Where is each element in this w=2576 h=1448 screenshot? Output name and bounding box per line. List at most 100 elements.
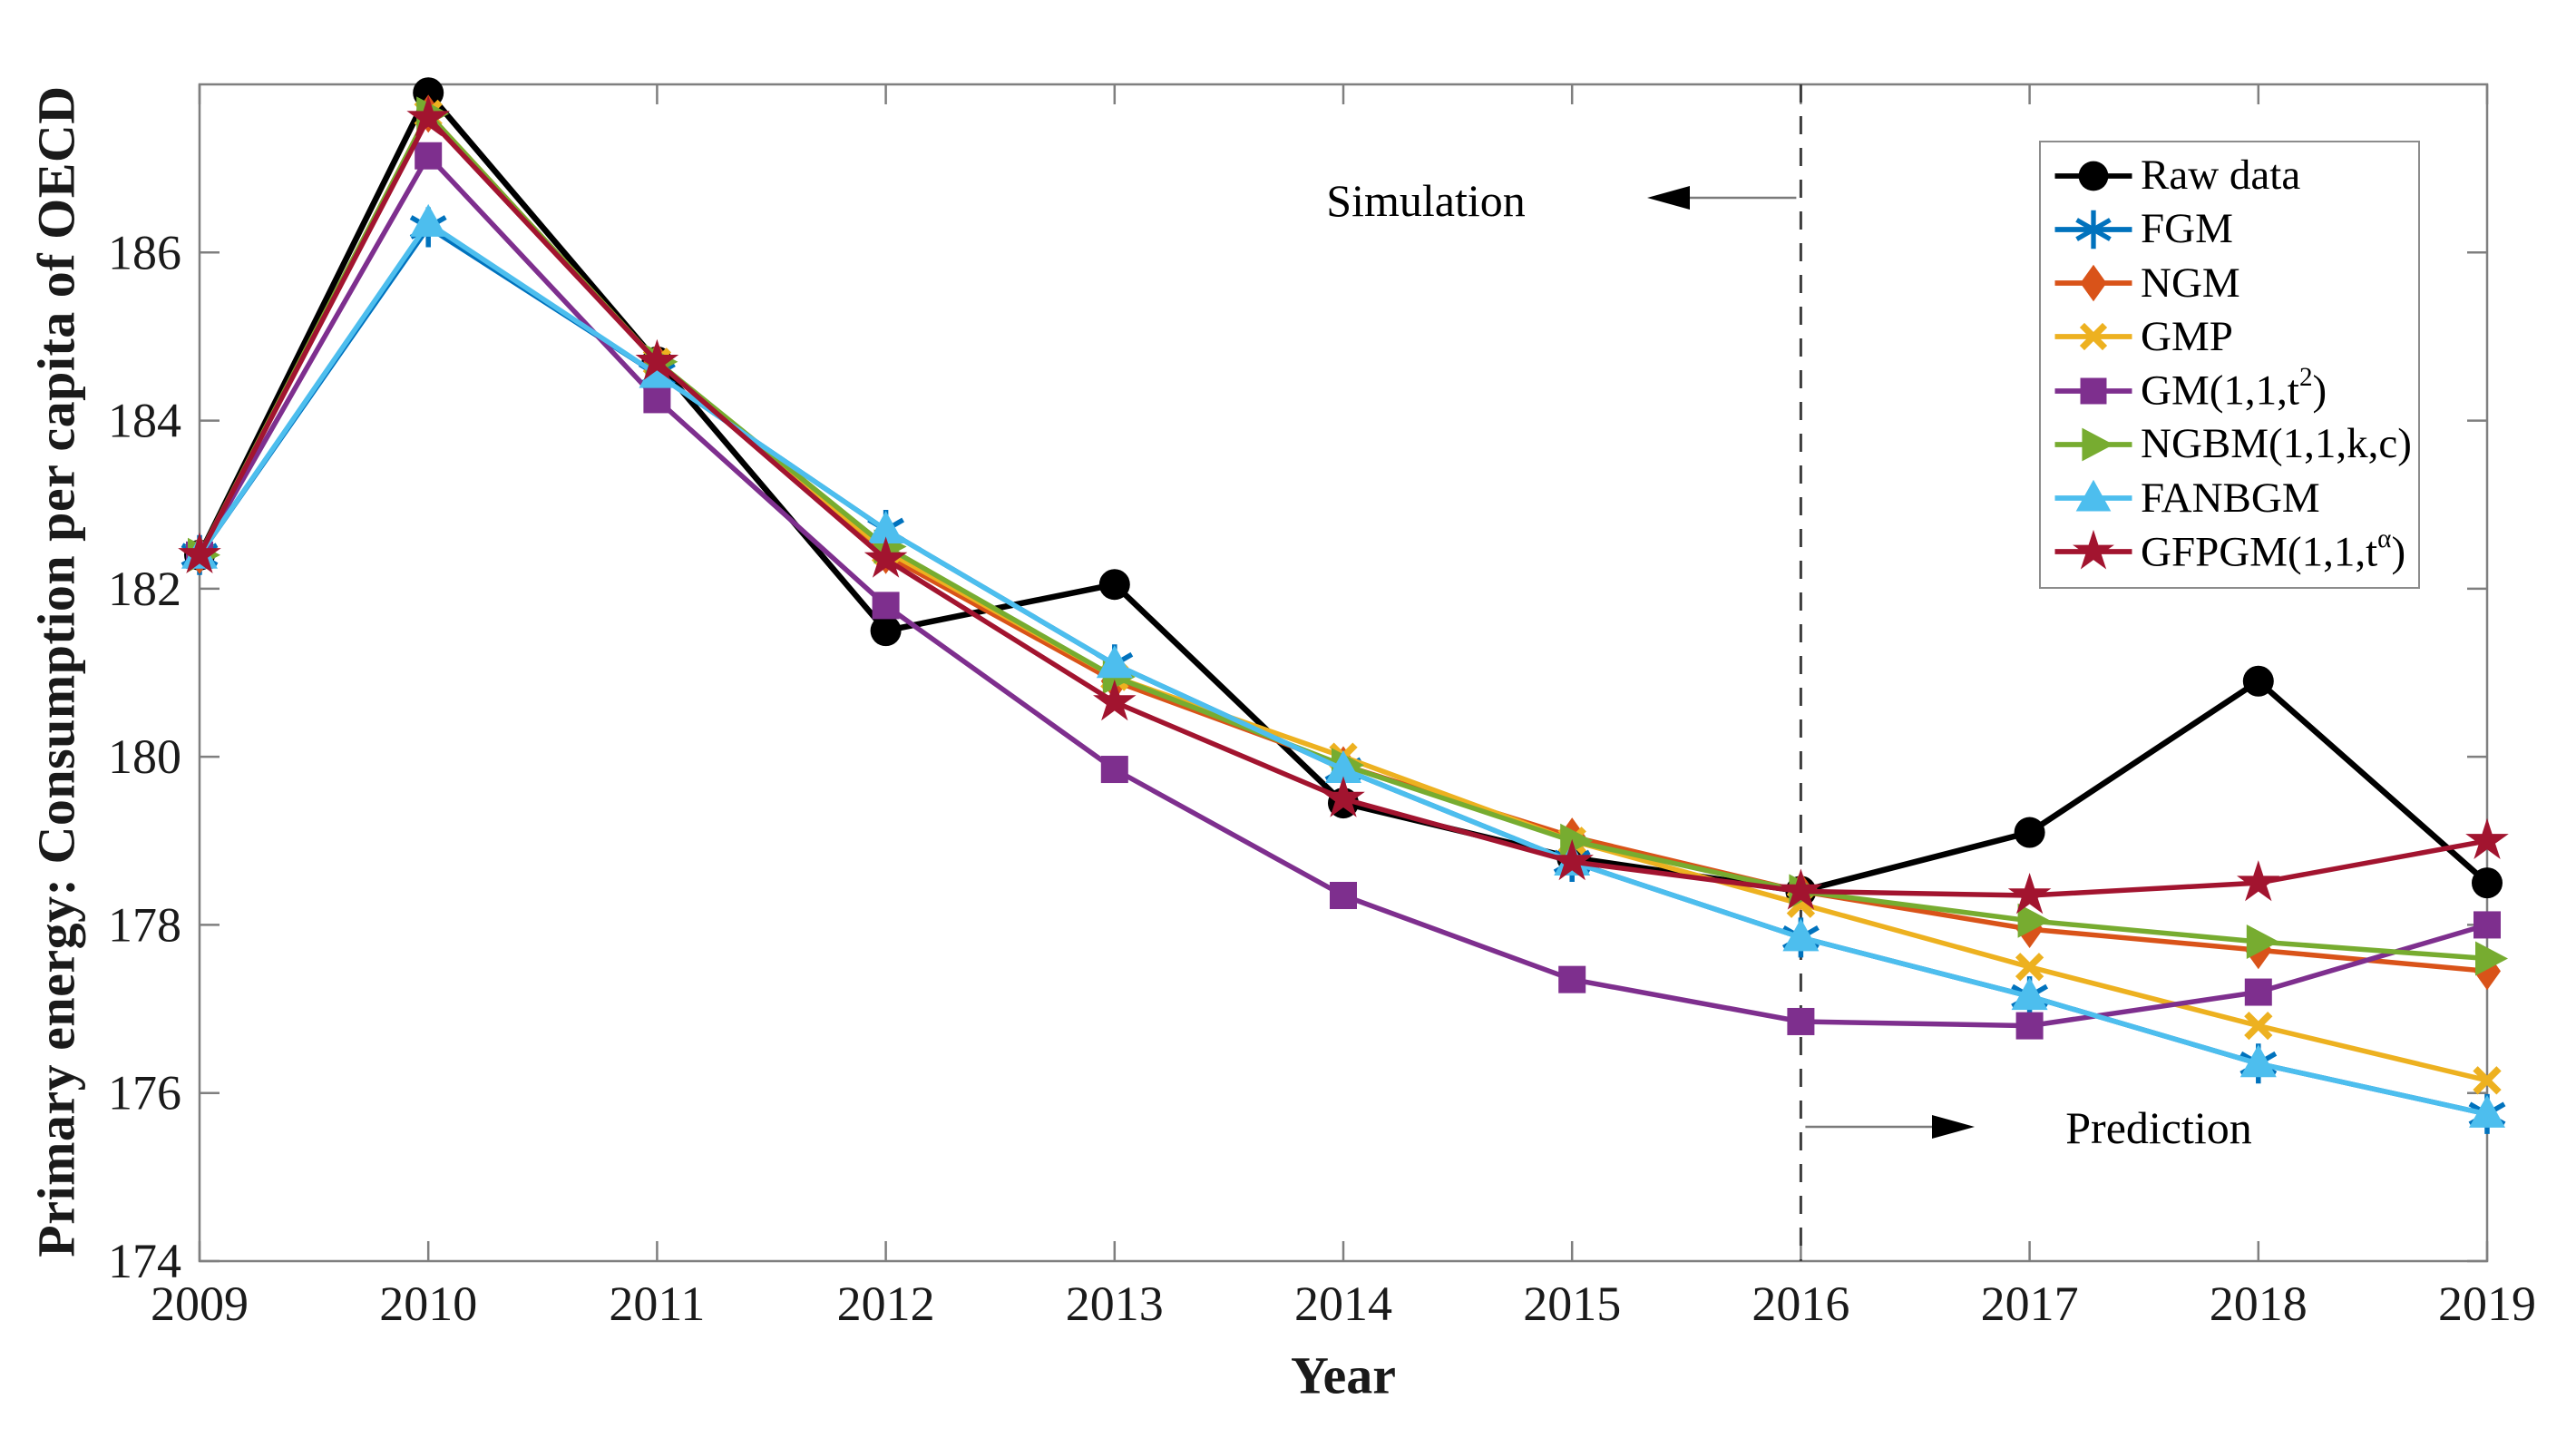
legend-item-GM(1,1,t^2): GM(1,1,t2) [2052,365,2415,416]
series-marker-FANBGM [2011,977,2048,1011]
simulation-arrow-head [1647,186,1690,210]
series-marker-FANBGM [410,203,447,237]
prediction-arrow-head [1932,1115,1975,1139]
legend-marker-square [2054,377,2132,405]
series-marker-FANBGM [867,511,904,544]
series-marker-GM(1,1,t^2) [415,142,443,170]
y-tick-label: 174 [108,1234,181,1288]
series-marker-GFPGM(1,1,t^α) [1550,838,1594,881]
x-tick-label: 2014 [1294,1277,1392,1331]
series-marker-GMP [2244,1011,2273,1041]
legend-item-FANBGM: FANBGM [2052,473,2415,524]
series-marker-GM(1,1,t^2) [643,386,671,414]
series-marker-FANBGM [639,355,676,388]
y-axis-label: Primary energy: Consumption per capita o… [26,85,86,1257]
legend-item-Raw data: Raw data [2052,150,2415,201]
legend-item-NGBM(1,1,k,c): NGBM(1,1,k,c) [2052,418,2415,470]
legend-label: FGM [2141,205,2233,253]
series-marker-GFPGM(1,1,t^α) [1322,776,1365,817]
x-tick-label: 2013 [1066,1277,1164,1331]
legend-marker-diamond [2054,264,2132,302]
legend-marker-glyph [2075,210,2112,249]
x-axis-label: Year [1291,1345,1396,1405]
x-tick-label: 2015 [1523,1277,1621,1331]
series-marker-GFPGM(1,1,t^α) [2237,860,2280,902]
legend-item-FGM: FGM [2052,203,2415,255]
legend-marker-triangle-right [2054,427,2132,462]
series-marker-GM(1,1,t^2) [2474,911,2501,939]
series-marker-GFPGM(1,1,t^α) [1779,868,1823,910]
series-marker-GFPGM(1,1,t^α) [406,95,450,137]
series-marker-Raw data [2242,665,2274,697]
series-marker-FANBGM [1325,750,1361,784]
x-tick-label: 2012 [837,1277,935,1331]
y-tick-label: 186 [108,225,181,279]
series-marker-GFPGM(1,1,t^α) [864,536,908,578]
series-marker-GM(1,1,t^2) [2015,1012,2044,1040]
series-marker-NGBM(1,1,k,c) [2017,903,2051,938]
x-tick-label: 2018 [2210,1277,2308,1331]
prediction-annotation: Prediction [2065,1102,2252,1153]
series-marker-Raw data [2014,817,2045,848]
series-marker-GFPGM(1,1,t^α) [635,338,679,380]
series-marker-GFPGM(1,1,t^α) [1093,679,1137,721]
series-marker-GM(1,1,t^2) [1558,965,1586,993]
series-marker-GFPGM(1,1,t^α) [2465,817,2509,859]
legend-label: GM(1,1,t2) [2141,363,2327,415]
series-marker-FANBGM [2239,1044,2277,1078]
legend-marker-circle [2054,161,2132,191]
legend-label: Raw data [2141,152,2301,199]
series-marker-Raw data [2472,867,2503,899]
legend-label: NGBM(1,1,k,c) [2141,420,2412,468]
y-tick-label: 182 [108,562,181,616]
series-marker-NGBM(1,1,k,c) [2246,924,2279,959]
series-marker-GM(1,1,t^2) [1100,756,1128,784]
x-tick-label: 2017 [1981,1277,2079,1331]
legend-marker-glyph [2073,530,2114,570]
legend-label: GMP [2141,312,2233,360]
legend-item-GFPGM(1,1,t^α): GFPGM(1,1,tα) [2052,526,2415,578]
legend-label: NGM [2141,259,2240,307]
y-tick-label: 180 [108,729,181,784]
series-marker-GM(1,1,t^2) [2244,978,2272,1006]
legend-marker-glyph [2082,427,2114,462]
series-marker-FANBGM [1782,918,1820,952]
legend: Raw data FGM NGM GMP GM(1,1,t2) NGBM(1,1,k,c)… [2039,141,2420,589]
series-marker-NGBM(1,1,k,c) [2475,941,2508,976]
series-marker-GM(1,1,t^2) [1330,882,1357,910]
legend-item-NGM: NGM [2052,258,2415,309]
series-marker-GFPGM(1,1,t^α) [2007,873,2052,915]
series-marker-FANBGM [1096,645,1133,679]
y-tick-label: 184 [108,394,181,448]
x-tick-label: 2019 [2438,1277,2536,1331]
x-tick-label: 2010 [379,1277,477,1331]
legend-marker-asterisk [2054,210,2132,249]
series-marker-Raw data [1098,569,1130,601]
legend-marker-glyph [2079,323,2108,351]
legend-marker-glyph [2078,161,2109,191]
legend-marker-glyph [2080,264,2107,302]
legend-marker-glyph [2080,377,2107,405]
legend-marker-x [2054,323,2132,351]
series-marker-GFPGM(1,1,t^α) [178,532,221,573]
series-marker-FANBGM [2469,1094,2505,1128]
series-marker-GMP [2015,953,2044,982]
legend-label: FANBGM [2141,474,2320,522]
y-tick-label: 178 [108,897,181,952]
legend-marker-glyph [2075,479,2112,512]
x-tick-label: 2016 [1751,1277,1849,1331]
series-marker-GM(1,1,t^2) [1787,1007,1815,1035]
legend-label: GFPGM(1,1,tα) [2141,524,2406,576]
x-tick-label: 2009 [151,1277,249,1331]
y-tick-label: 176 [108,1066,181,1120]
legend-item-GMP: GMP [2052,311,2415,363]
series-marker-GM(1,1,t^2) [872,592,900,620]
series-marker-Raw data [870,615,902,647]
x-tick-label: 2011 [609,1277,705,1331]
series-marker-GMP [2473,1066,2502,1095]
simulation-annotation: Simulation [1326,175,1526,226]
legend-marker-triangle-up [2054,479,2132,512]
legend-marker-star [2054,530,2132,570]
